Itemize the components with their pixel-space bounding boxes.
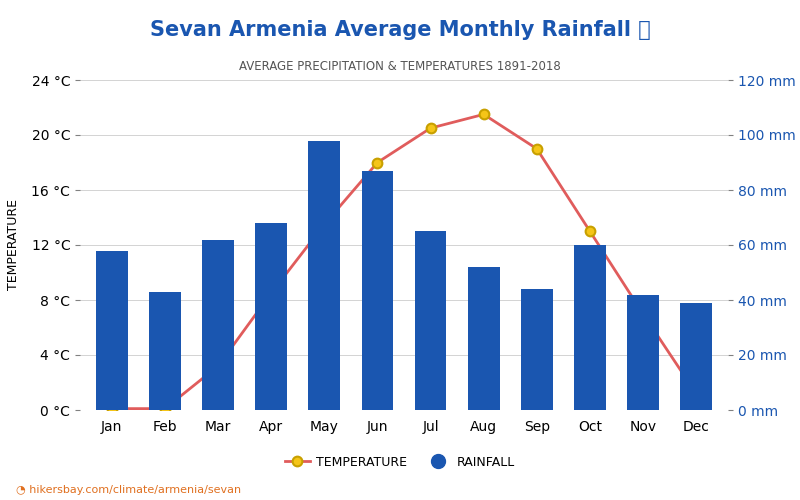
Bar (680, 302, 712, 410)
Text: Sevan Armenia Average Monthly Rainfall 🌧: Sevan Armenia Average Monthly Rainfall 🌧 (150, 20, 650, 40)
Bar (468, 267, 500, 410)
Bar (308, 140, 340, 410)
Bar (96, 250, 128, 410)
Bar (255, 223, 287, 410)
Y-axis label: TEMPERATURE: TEMPERATURE (7, 200, 20, 290)
Bar (202, 240, 234, 410)
Text: AVERAGE PRECIPITATION & TEMPERATURES 1891-2018: AVERAGE PRECIPITATION & TEMPERATURES 189… (239, 60, 561, 73)
Legend: TEMPERATURE, RAINFALL: TEMPERATURE, RAINFALL (280, 451, 520, 474)
Bar (149, 292, 181, 410)
Bar (362, 171, 394, 410)
Text: ◔ hikersbay.com/climate/armenia/sevan: ◔ hikersbay.com/climate/armenia/sevan (16, 485, 241, 495)
Bar (414, 231, 446, 410)
Bar (574, 245, 606, 410)
Bar (627, 294, 659, 410)
Bar (521, 289, 553, 410)
